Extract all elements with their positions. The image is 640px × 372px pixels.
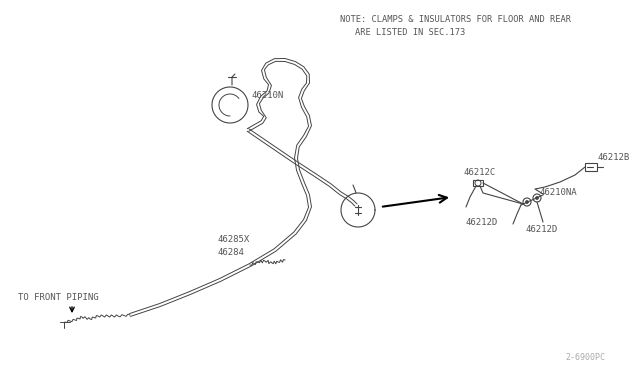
Circle shape <box>525 201 529 203</box>
Text: 2-6900PC: 2-6900PC <box>565 353 605 362</box>
Text: 46210N: 46210N <box>252 91 284 100</box>
Text: 46284: 46284 <box>218 248 245 257</box>
Text: 46212B: 46212B <box>598 153 630 162</box>
Text: ARE LISTED IN SEC.173: ARE LISTED IN SEC.173 <box>355 28 465 37</box>
Text: 46285X: 46285X <box>218 235 250 244</box>
Text: NOTE: CLAMPS & INSULATORS FOR FLOOR AND REAR: NOTE: CLAMPS & INSULATORS FOR FLOOR AND … <box>340 15 571 24</box>
Text: TO FRONT PIPING: TO FRONT PIPING <box>18 293 99 302</box>
Text: 46212D: 46212D <box>465 218 497 227</box>
Text: 46210NA: 46210NA <box>540 188 578 197</box>
Circle shape <box>536 196 538 199</box>
Text: 46212D: 46212D <box>525 225 557 234</box>
Text: 46212C: 46212C <box>463 168 495 177</box>
